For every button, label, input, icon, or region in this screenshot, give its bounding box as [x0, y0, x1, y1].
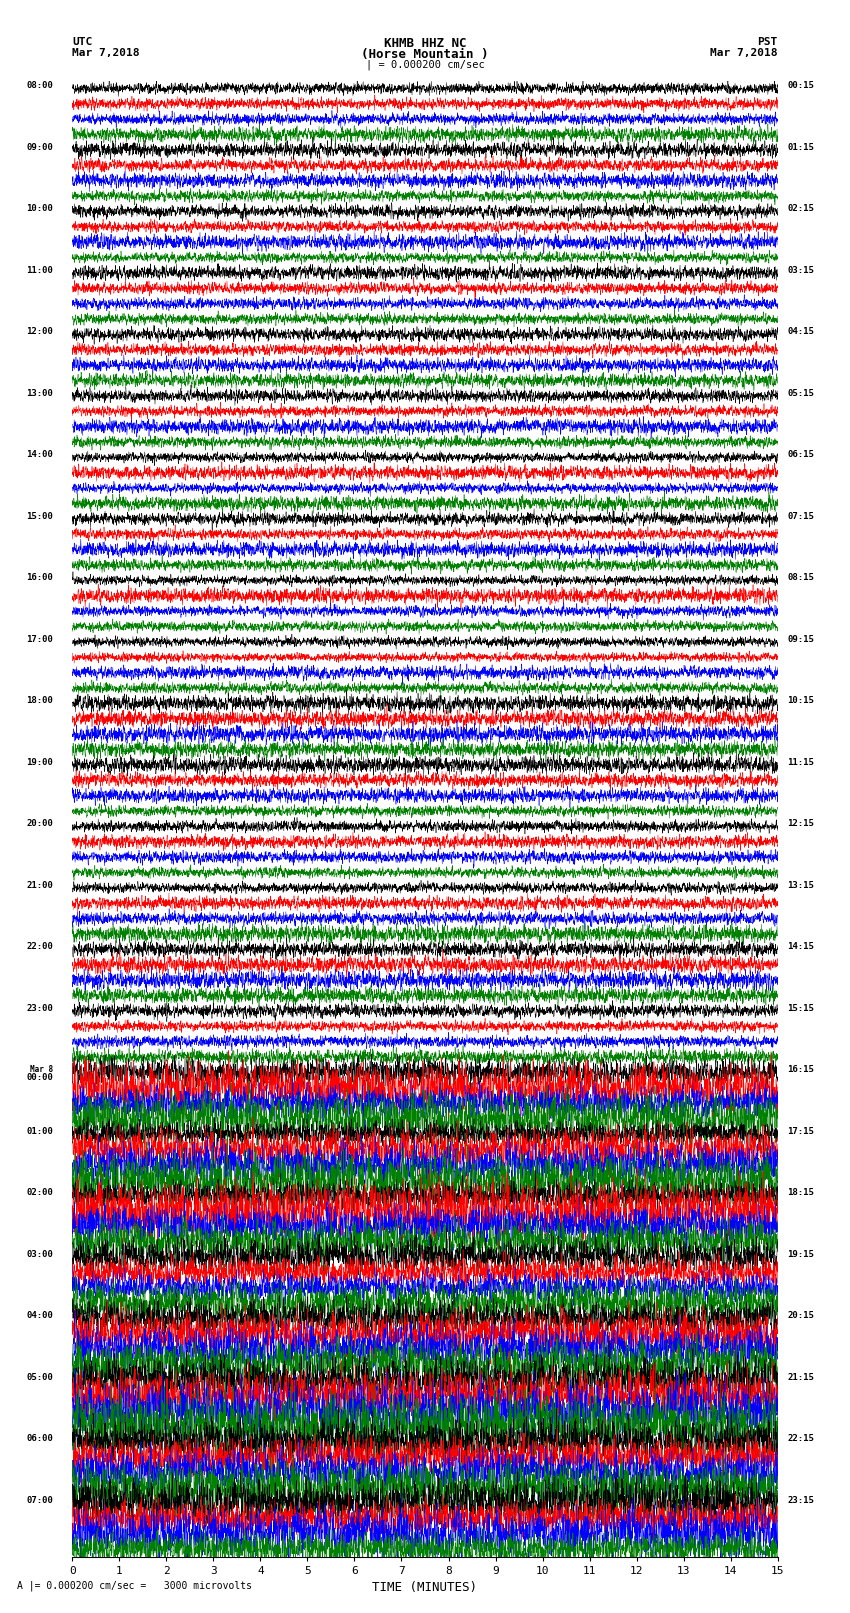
Text: 08:15: 08:15 [787, 573, 814, 582]
Text: 03:00: 03:00 [26, 1250, 54, 1258]
Text: 01:15: 01:15 [787, 144, 814, 152]
Text: Mar 8: Mar 8 [31, 1065, 54, 1074]
Text: 04:00: 04:00 [26, 1311, 54, 1321]
Text: 19:15: 19:15 [787, 1250, 814, 1258]
Text: 14:15: 14:15 [787, 942, 814, 952]
Text: 12:00: 12:00 [26, 327, 54, 337]
Text: 15:15: 15:15 [787, 1003, 814, 1013]
Text: 19:00: 19:00 [26, 758, 54, 766]
Text: 02:00: 02:00 [26, 1189, 54, 1197]
Text: 22:00: 22:00 [26, 942, 54, 952]
Text: 00:15: 00:15 [787, 81, 814, 90]
Text: 14:00: 14:00 [26, 450, 54, 460]
Text: A |= 0.000200 cm/sec =   3000 microvolts: A |= 0.000200 cm/sec = 3000 microvolts [17, 1581, 252, 1592]
Text: 04:15: 04:15 [787, 327, 814, 337]
Text: (Horse Mountain ): (Horse Mountain ) [361, 48, 489, 61]
Text: 06:15: 06:15 [787, 450, 814, 460]
X-axis label: TIME (MINUTES): TIME (MINUTES) [372, 1581, 478, 1594]
Text: 01:00: 01:00 [26, 1127, 54, 1136]
Text: 05:15: 05:15 [787, 389, 814, 398]
Text: 22:15: 22:15 [787, 1434, 814, 1444]
Text: Mar 7,2018: Mar 7,2018 [711, 48, 778, 58]
Text: 11:15: 11:15 [787, 758, 814, 766]
Text: 03:15: 03:15 [787, 266, 814, 274]
Text: 09:00: 09:00 [26, 144, 54, 152]
Text: 00:00: 00:00 [26, 1073, 54, 1082]
Text: 16:15: 16:15 [787, 1065, 814, 1074]
Text: 12:15: 12:15 [787, 819, 814, 829]
Text: 21:00: 21:00 [26, 881, 54, 890]
Text: PST: PST [757, 37, 778, 47]
Text: 17:00: 17:00 [26, 636, 54, 644]
Text: 07:15: 07:15 [787, 511, 814, 521]
Text: 16:00: 16:00 [26, 573, 54, 582]
Text: 02:15: 02:15 [787, 205, 814, 213]
Text: 08:00: 08:00 [26, 81, 54, 90]
Text: 17:15: 17:15 [787, 1127, 814, 1136]
Text: 13:15: 13:15 [787, 881, 814, 890]
Text: 18:15: 18:15 [787, 1189, 814, 1197]
Text: 21:15: 21:15 [787, 1373, 814, 1382]
Text: 20:00: 20:00 [26, 819, 54, 829]
Text: KHMB HHZ NC: KHMB HHZ NC [383, 37, 467, 50]
Text: 20:15: 20:15 [787, 1311, 814, 1321]
Text: UTC: UTC [72, 37, 93, 47]
Text: 10:00: 10:00 [26, 205, 54, 213]
Text: 06:00: 06:00 [26, 1434, 54, 1444]
Text: 05:00: 05:00 [26, 1373, 54, 1382]
Text: 13:00: 13:00 [26, 389, 54, 398]
Text: 07:00: 07:00 [26, 1495, 54, 1505]
Text: 10:15: 10:15 [787, 697, 814, 705]
Text: 15:00: 15:00 [26, 511, 54, 521]
Text: 23:00: 23:00 [26, 1003, 54, 1013]
Text: 18:00: 18:00 [26, 697, 54, 705]
Text: | = 0.000200 cm/sec: | = 0.000200 cm/sec [366, 60, 484, 71]
Text: Mar 7,2018: Mar 7,2018 [72, 48, 139, 58]
Text: 09:15: 09:15 [787, 636, 814, 644]
Text: 23:15: 23:15 [787, 1495, 814, 1505]
Text: 11:00: 11:00 [26, 266, 54, 274]
